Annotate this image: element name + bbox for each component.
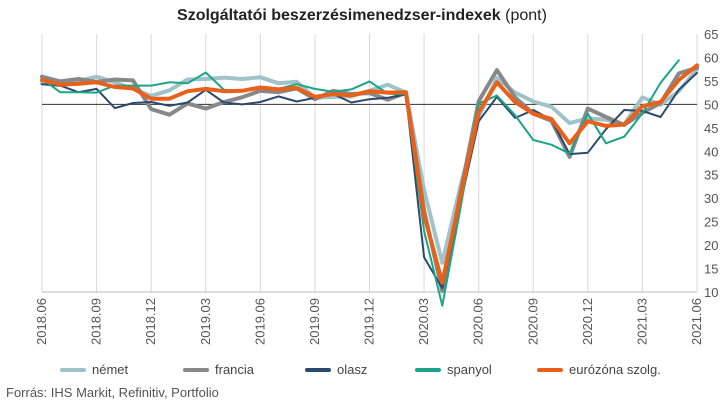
series-line — [41, 71, 698, 290]
legend-swatch — [305, 367, 331, 372]
legend-item: eurózóna szolg. — [537, 362, 661, 377]
x-tick-label: 2019.06 — [252, 298, 267, 345]
y-tick-label: 20 — [704, 238, 718, 253]
y-tick-label: 25 — [704, 215, 718, 230]
y-tick-label: 45 — [704, 121, 718, 136]
x-tick-label: 2018.12 — [143, 298, 158, 345]
y-tick-label: 15 — [704, 262, 718, 277]
x-tick-label: 2020.09 — [525, 298, 540, 345]
legend-label: spanyol — [447, 362, 492, 377]
legend-item: francia — [183, 362, 254, 377]
chart-title-unit: (pont) — [500, 7, 547, 24]
chart-title-main: Szolgáltatói beszerzésimenedzser-indexek — [177, 7, 501, 24]
legend-item: spanyol — [415, 362, 492, 377]
source-note: Forrás: IHS Markit, Refinitiv, Portfolio — [6, 385, 219, 400]
y-tick-label: 35 — [704, 168, 718, 183]
legend-swatch — [537, 367, 563, 372]
x-tick-label: 2019.12 — [362, 298, 377, 345]
x-tick-label: 2018.09 — [89, 298, 104, 345]
legend-label: olasz — [337, 362, 368, 377]
y-tick-label: 65 — [704, 27, 718, 42]
legend-item: olasz — [305, 362, 367, 377]
legend-label: eurózóna szolg. — [569, 362, 661, 377]
y-tick-label: 55 — [704, 74, 718, 89]
series-line — [41, 59, 680, 307]
x-tick-label: 2020.03 — [416, 298, 431, 345]
y-tick-label: 40 — [704, 144, 718, 159]
y-tick-label: 50 — [704, 97, 718, 112]
x-tick-label: 2021.06 — [689, 298, 704, 345]
x-tick-label: 2020.12 — [580, 298, 595, 345]
legend-label: francia — [215, 362, 255, 377]
y-tick-label: 30 — [704, 191, 718, 206]
x-tick-label: 2020.06 — [471, 298, 486, 345]
legend-swatch — [60, 367, 86, 372]
series-line — [40, 63, 699, 285]
legend-label: német — [92, 362, 129, 377]
legend-swatch — [415, 367, 441, 372]
x-tick-label: 2019.09 — [307, 298, 322, 345]
x-tick-label: 2021.03 — [634, 298, 649, 345]
y-tick-label: 60 — [704, 50, 718, 65]
x-tick-label: 2019.03 — [198, 298, 213, 345]
chart-legend: német francia olasz spanyol eurózóna szolg. — [40, 362, 720, 382]
x-tick-label: 2018.06 — [34, 298, 49, 345]
y-tick-label: 10 — [704, 285, 718, 300]
chart-title: Szolgáltatói beszerzésimenedzser-indexek… — [0, 7, 724, 25]
legend-swatch — [183, 367, 209, 372]
legend-item: német — [60, 362, 128, 377]
